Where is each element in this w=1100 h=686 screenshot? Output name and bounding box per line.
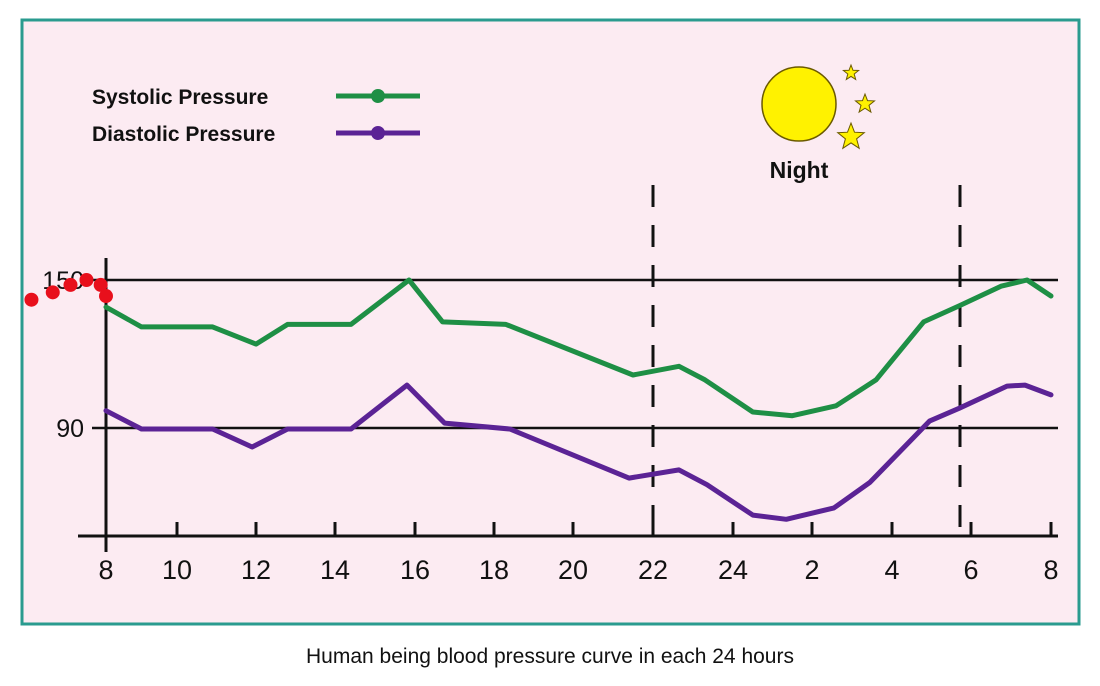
star-icon [836,121,866,150]
night-illustration: Night [761,63,876,183]
x-tick-label: 20 [558,555,588,585]
legend-label-diastolic: Diastolic Pressure [92,123,275,146]
legend-label-systolic: Systolic Pressure [92,86,268,109]
highlight-point [99,289,113,304]
x-tick-label: 12 [241,555,271,585]
highlight-point [24,292,39,307]
x-tick-label: 4 [884,555,899,585]
chart-frame [20,18,1081,626]
legend-marker-diastolic [371,126,385,140]
legend: Systolic Pressure Diastolic Pressure [92,86,420,146]
x-tick-label: 6 [963,555,978,585]
x-tick-label: 2 [804,555,819,585]
highlight-point [45,285,60,300]
x-tick-label: 22 [638,555,668,585]
moon-icon [761,66,837,142]
x-tick-label: 18 [479,555,509,585]
star-icon [842,63,860,81]
x-tick-label: 8 [1043,555,1058,585]
systolic-line [103,277,1054,419]
highlight-point [63,277,78,292]
x-tick-label: 8 [98,555,113,585]
diastolic-line [103,382,1054,522]
x-tick-label: 16 [400,555,430,585]
chart-caption: Human being blood pressure curve in each… [306,645,794,668]
x-tick-label: 14 [320,555,350,585]
star-icon [854,92,876,114]
x-tick-label: 10 [162,555,192,585]
y-tick-label: 90 [56,415,84,443]
night-label: Night [770,157,829,183]
highlight-point [79,273,94,287]
x-tick-label: 24 [718,555,748,585]
highlight-point [93,277,108,292]
legend-marker-systolic [371,89,385,103]
